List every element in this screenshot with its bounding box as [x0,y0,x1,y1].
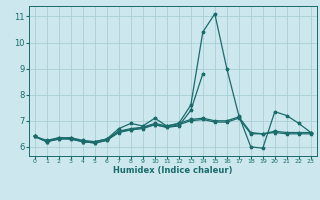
X-axis label: Humidex (Indice chaleur): Humidex (Indice chaleur) [113,166,233,175]
